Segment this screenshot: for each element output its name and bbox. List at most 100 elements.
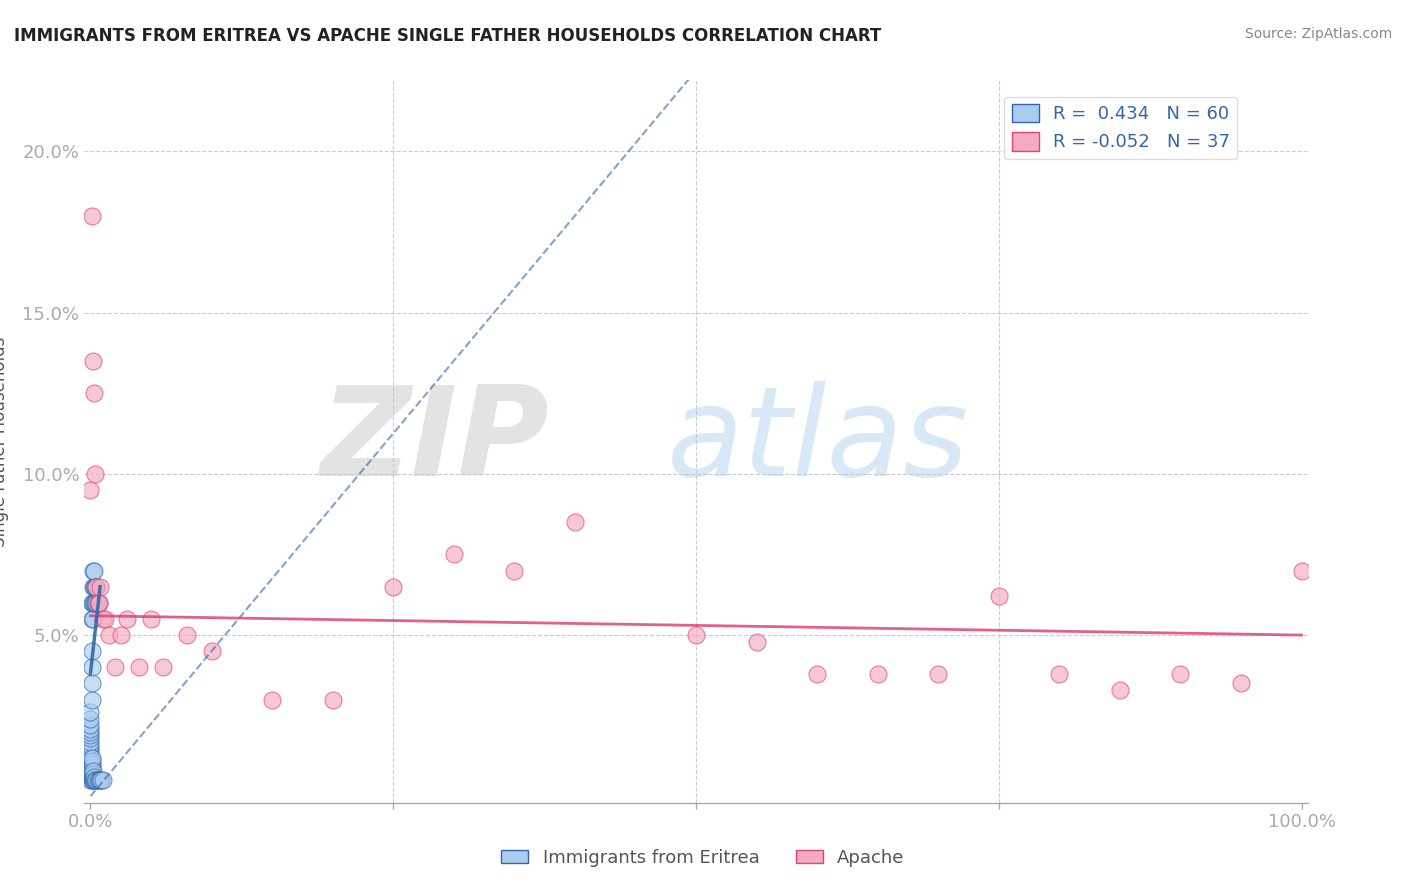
Point — [82, 596, 104, 610]
Point — [80, 760, 103, 774]
Point — [87, 773, 110, 788]
Point — [79, 766, 101, 780]
Point — [262, 692, 284, 706]
Point — [82, 580, 104, 594]
Point — [80, 766, 103, 780]
Point — [87, 596, 110, 610]
Point — [382, 580, 405, 594]
Point — [322, 692, 344, 706]
Point — [80, 596, 103, 610]
Point — [79, 724, 101, 739]
Point — [685, 628, 707, 642]
Point — [79, 712, 101, 726]
Point — [1047, 666, 1070, 681]
Legend: Immigrants from Eritrea, Apache: Immigrants from Eritrea, Apache — [494, 842, 912, 874]
Point — [110, 628, 132, 642]
Point — [987, 590, 1010, 604]
Point — [86, 596, 108, 610]
Point — [89, 580, 111, 594]
Point — [139, 612, 162, 626]
Point — [86, 773, 108, 788]
Point — [89, 773, 111, 788]
Point — [806, 666, 828, 681]
Point — [79, 750, 101, 764]
Point — [86, 580, 108, 594]
Point — [90, 773, 112, 788]
Point — [80, 764, 103, 778]
Point — [82, 354, 104, 368]
Point — [82, 770, 104, 784]
Text: atlas: atlas — [668, 381, 969, 502]
Point — [82, 766, 104, 780]
Legend: R =  0.434   N = 60, R = -0.052   N = 37: R = 0.434 N = 60, R = -0.052 N = 37 — [1004, 96, 1237, 159]
Point — [79, 757, 101, 772]
Point — [152, 660, 174, 674]
Point — [82, 764, 104, 778]
Text: ZIP: ZIP — [321, 381, 550, 502]
Point — [79, 731, 101, 746]
Point — [86, 596, 108, 610]
Point — [79, 754, 101, 768]
Point — [927, 666, 949, 681]
Point — [79, 734, 101, 748]
Point — [866, 666, 889, 681]
Point — [84, 580, 107, 594]
Point — [80, 750, 103, 764]
Point — [80, 660, 103, 674]
Point — [80, 770, 103, 784]
Point — [97, 628, 120, 642]
Point — [91, 773, 114, 788]
Point — [83, 580, 105, 594]
Point — [86, 596, 108, 610]
Point — [84, 773, 107, 788]
Point — [564, 515, 586, 529]
Point — [82, 564, 104, 578]
Point — [1108, 682, 1130, 697]
Point — [1291, 564, 1313, 578]
Point — [83, 386, 105, 401]
Point — [83, 773, 105, 788]
Point — [80, 692, 103, 706]
Point — [83, 564, 105, 578]
Y-axis label: Single Father Households: Single Father Households — [0, 336, 8, 547]
Point — [79, 738, 101, 752]
Point — [79, 706, 101, 720]
Point — [1230, 676, 1253, 690]
Point — [104, 660, 127, 674]
Point — [503, 564, 526, 578]
Point — [79, 773, 101, 788]
Point — [86, 773, 108, 788]
Point — [200, 644, 222, 658]
Point — [80, 773, 103, 788]
Point — [79, 741, 101, 756]
Point — [79, 744, 101, 758]
Point — [79, 718, 101, 732]
Point — [128, 660, 150, 674]
Point — [115, 612, 138, 626]
Point — [79, 483, 101, 497]
Point — [80, 676, 103, 690]
Point — [82, 773, 104, 788]
Point — [443, 548, 465, 562]
Point — [87, 596, 110, 610]
Point — [80, 757, 103, 772]
Point — [745, 634, 768, 648]
Point — [82, 612, 104, 626]
Point — [80, 754, 103, 768]
Text: Source: ZipAtlas.com: Source: ZipAtlas.com — [1244, 27, 1392, 41]
Point — [84, 467, 107, 481]
Point — [79, 764, 101, 778]
Point — [94, 612, 117, 626]
Point — [79, 722, 101, 736]
Point — [84, 596, 107, 610]
Text: IMMIGRANTS FROM ERITREA VS APACHE SINGLE FATHER HOUSEHOLDS CORRELATION CHART: IMMIGRANTS FROM ERITREA VS APACHE SINGLE… — [14, 27, 882, 45]
Point — [176, 628, 198, 642]
Point — [79, 770, 101, 784]
Point — [79, 747, 101, 762]
Point — [91, 612, 114, 626]
Point — [86, 580, 108, 594]
Point — [79, 760, 101, 774]
Point — [1170, 666, 1192, 681]
Point — [79, 728, 101, 742]
Point — [80, 612, 103, 626]
